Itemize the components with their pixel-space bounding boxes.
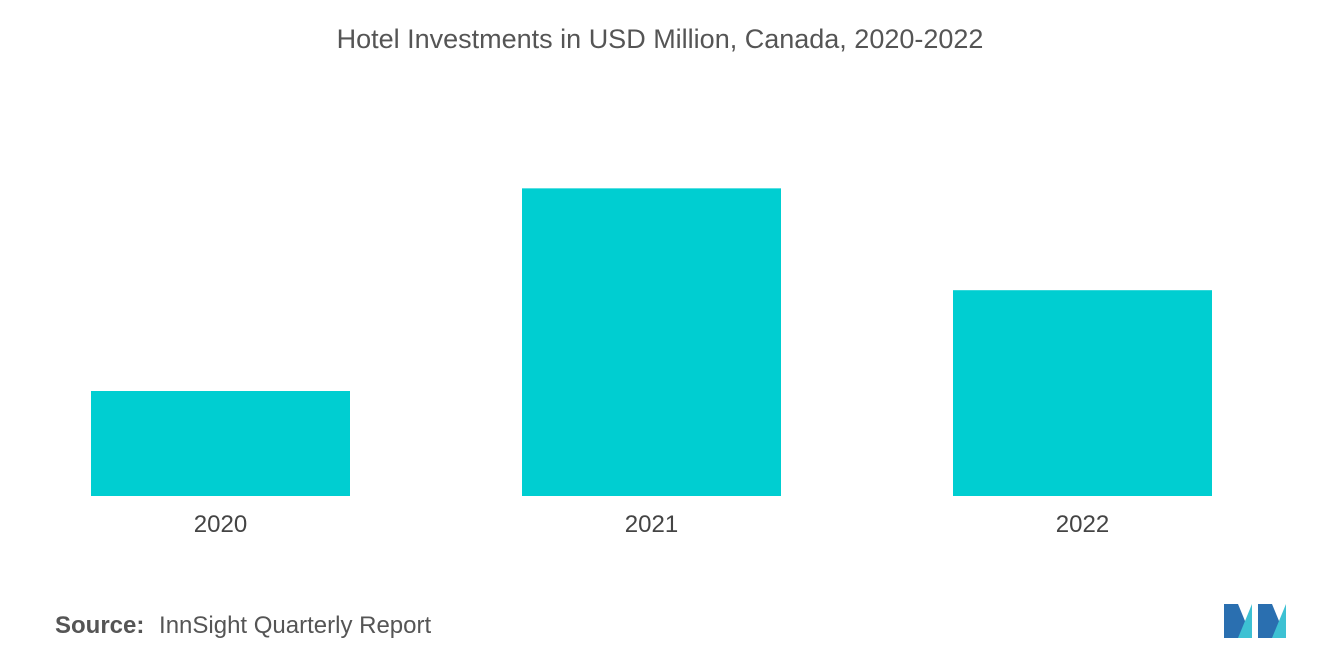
bar-2022	[953, 290, 1212, 496]
x-tick-label-2020: 2020	[194, 511, 247, 538]
source-note: Source: InnSight Quarterly Report	[55, 612, 431, 640]
bar-2020	[91, 391, 350, 496]
bar-chart: 2020 2021 2022	[91, 188, 1212, 538]
bar-2021	[522, 188, 781, 496]
x-tick-label-2022: 2022	[1056, 511, 1109, 538]
source-label: Source:	[55, 612, 145, 639]
source-text: InnSight Quarterly Report	[159, 612, 432, 639]
mordor-intelligence-logo-icon	[1224, 604, 1286, 638]
chart-title: Hotel Investments in USD Million, Canada…	[336, 24, 984, 54]
x-tick-label-2021: 2021	[625, 511, 678, 538]
